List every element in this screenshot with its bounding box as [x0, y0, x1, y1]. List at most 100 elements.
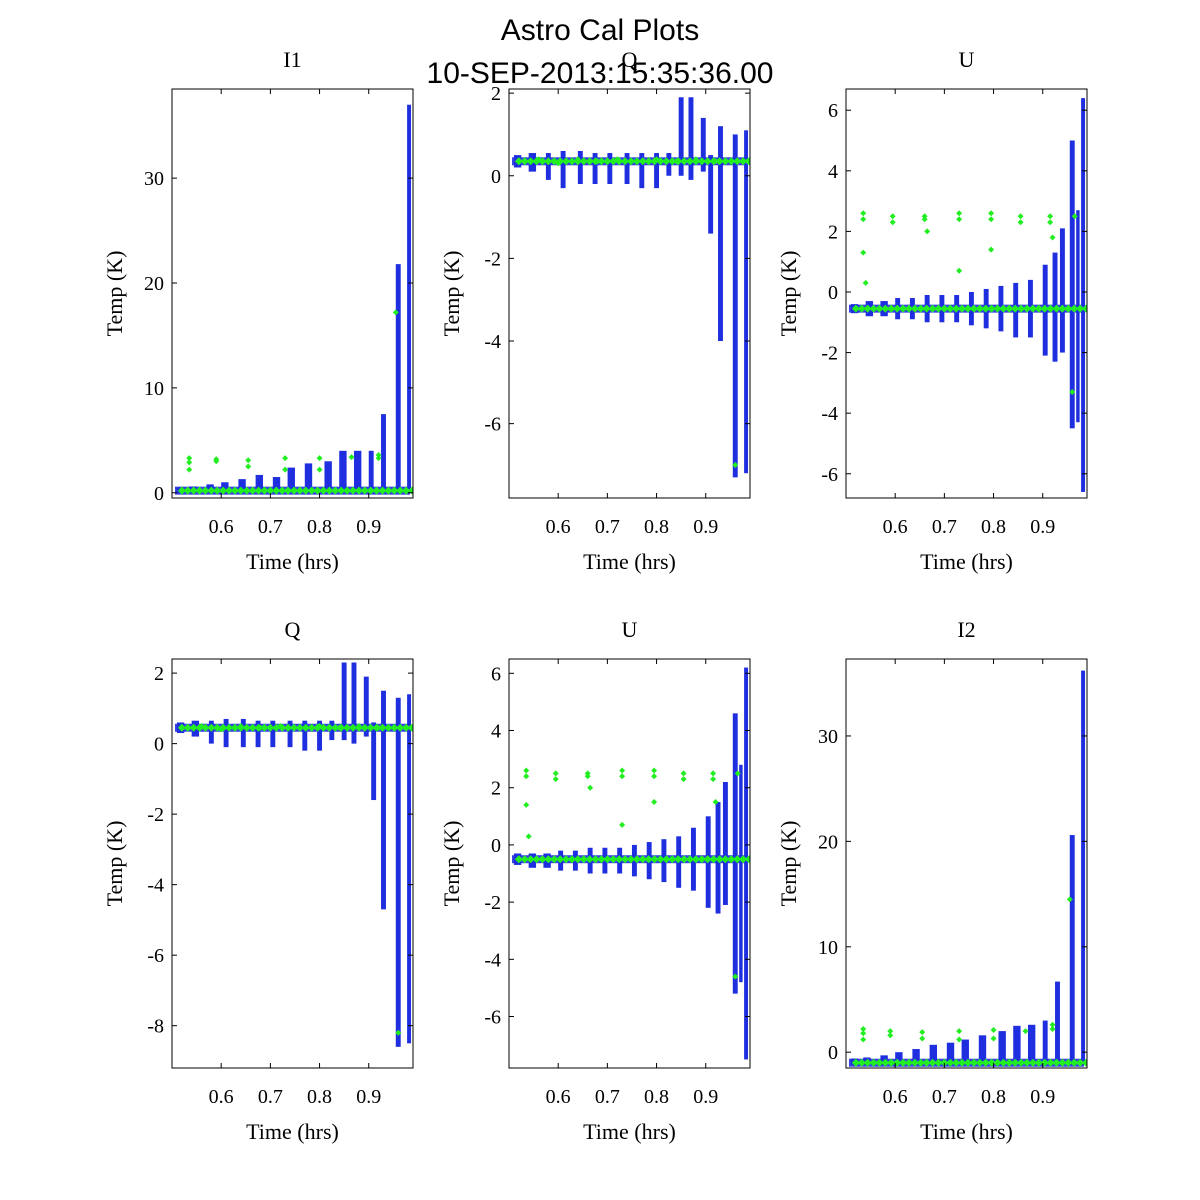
data-cluster	[223, 718, 229, 748]
data-cluster	[221, 482, 229, 493]
data-cluster	[363, 676, 369, 737]
x-tick-label: 0.8	[307, 1086, 332, 1108]
data-point	[325, 486, 334, 495]
data-cluster	[560, 150, 566, 189]
data-point	[921, 213, 928, 220]
data-point	[186, 455, 193, 462]
data-point	[609, 855, 618, 864]
data-point	[732, 461, 739, 468]
data-point	[1034, 1058, 1043, 1067]
data-point	[242, 723, 251, 732]
data-point	[378, 486, 387, 495]
data-point	[1064, 1058, 1073, 1067]
subplot-title: Q	[622, 47, 638, 72]
subplot-title: U	[959, 47, 975, 72]
y-tick-label: 10	[144, 378, 164, 400]
data-point	[697, 855, 706, 864]
data-cluster	[545, 153, 551, 180]
data-cluster	[304, 463, 313, 493]
y-tick-label: 2	[154, 663, 164, 685]
figure-title: Astro Cal Plots	[501, 14, 699, 47]
data-point	[958, 1058, 967, 1067]
data-cluster	[639, 153, 645, 189]
data-point	[520, 855, 529, 864]
data-point	[956, 267, 963, 274]
data-point	[266, 723, 275, 732]
data-point	[651, 767, 658, 774]
data-point	[988, 210, 995, 217]
data-point	[709, 157, 718, 166]
data-point	[1028, 1058, 1037, 1067]
data-point	[745, 855, 750, 864]
data-point	[354, 486, 363, 495]
data-point	[343, 486, 352, 495]
data-cluster	[912, 1049, 920, 1065]
data-point	[632, 855, 641, 864]
data-point	[284, 723, 293, 732]
data-point	[408, 723, 413, 732]
data-point	[899, 1058, 908, 1067]
data-point	[1046, 304, 1055, 313]
figure-subtitle-timestamp: 10-SEP-2013:15:35:36.00	[427, 57, 774, 90]
data-cluster	[1042, 1020, 1048, 1065]
baseline-overlay-green	[514, 157, 750, 166]
data-point	[710, 776, 717, 783]
data-point	[999, 1058, 1008, 1067]
series-green	[860, 210, 1078, 395]
data-point	[189, 486, 198, 495]
subplot-title: U	[622, 617, 638, 642]
y-tick-label: 10	[818, 937, 838, 959]
data-point	[337, 486, 346, 495]
data-point	[282, 455, 289, 462]
subplot-title: I1	[283, 47, 301, 72]
x-tick-label: 0.8	[644, 516, 669, 538]
data-point	[710, 770, 717, 777]
y-tick-label: 20	[144, 273, 164, 295]
data-cluster	[287, 720, 293, 748]
data-cluster	[998, 1031, 1006, 1065]
subplot-title: I2	[957, 617, 975, 642]
x-axis-label: Time (hrs)	[583, 549, 676, 574]
data-point	[857, 304, 866, 313]
data-cluster	[324, 461, 332, 493]
data-point	[697, 157, 706, 166]
y-tick-label: -6	[484, 1007, 501, 1029]
data-point	[934, 1058, 943, 1067]
subplot-4: 0.6 0.7 0.8 0.9 -8 -6 -4 -2 0 2 Q Time (hrs) Temp (K…	[102, 617, 414, 1144]
data-point	[520, 157, 529, 166]
data-point	[313, 486, 322, 495]
data-point	[1070, 304, 1079, 313]
data-point	[1022, 304, 1031, 313]
data-point	[969, 304, 978, 313]
data-point	[390, 723, 399, 732]
data-point	[245, 463, 252, 470]
data-point	[662, 157, 671, 166]
data-point	[396, 486, 405, 495]
data-point	[236, 723, 245, 732]
data-point	[360, 723, 369, 732]
data-point	[910, 1058, 919, 1067]
data-point	[981, 1058, 990, 1067]
data-point	[392, 309, 399, 316]
y-tick-label: 6	[828, 100, 838, 122]
data-cluster	[368, 450, 374, 493]
data-point	[201, 723, 210, 732]
data-point	[532, 157, 541, 166]
data-cluster	[678, 97, 684, 176]
data-point	[219, 486, 228, 495]
data-point	[301, 723, 310, 732]
data-point	[591, 157, 600, 166]
x-tick-label: 0.9	[1030, 516, 1055, 538]
data-point	[378, 723, 387, 732]
data-point	[952, 1058, 961, 1067]
data-point	[585, 855, 594, 864]
data-point	[656, 855, 665, 864]
data-point	[354, 723, 363, 732]
data-point	[1040, 304, 1049, 313]
data-point	[860, 249, 867, 256]
y-tick-label: 2	[491, 778, 501, 800]
data-point	[745, 157, 750, 166]
data-point	[213, 723, 222, 732]
data-point	[958, 304, 967, 313]
x-axis-label: Time (hrs)	[920, 1119, 1013, 1144]
